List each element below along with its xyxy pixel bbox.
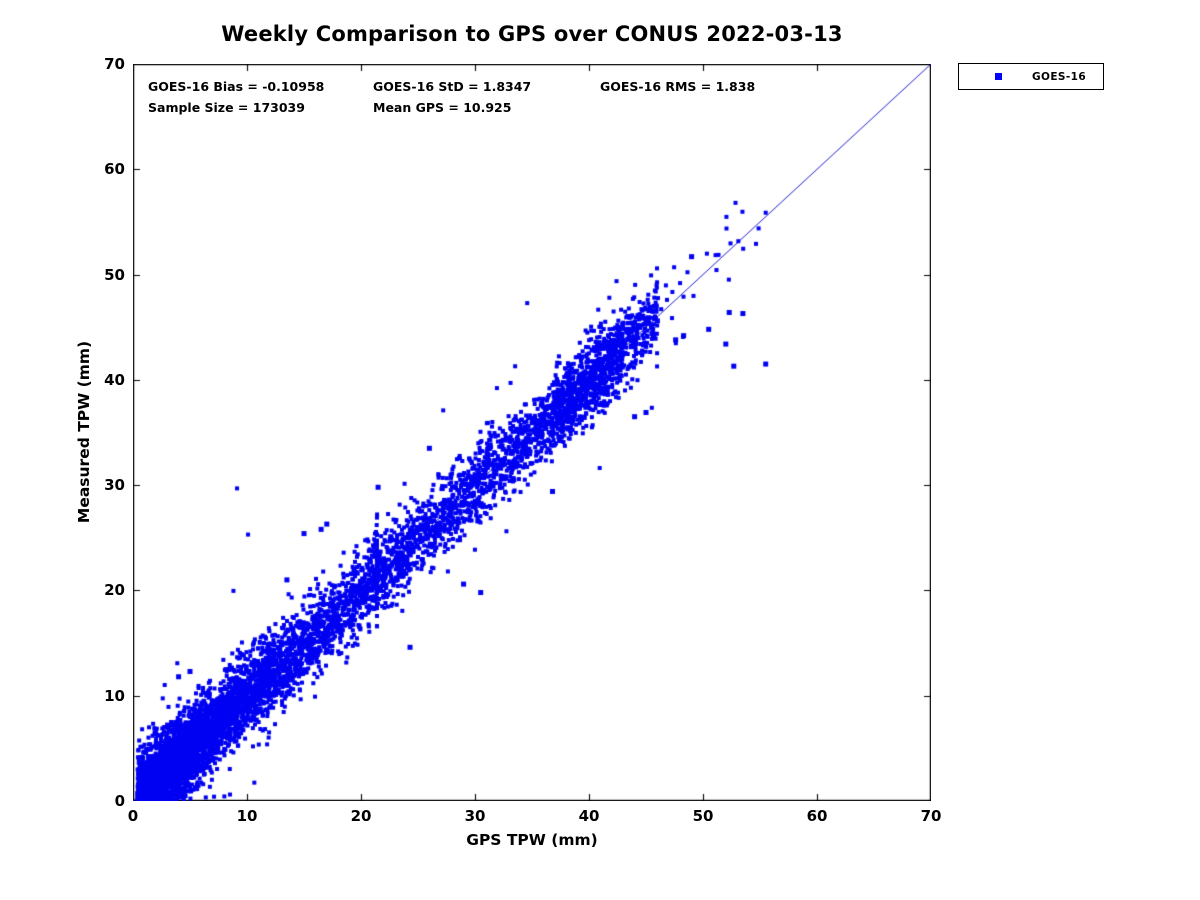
x-tick-label: 10: [236, 807, 258, 825]
x-tick-label: 20: [350, 807, 372, 825]
x-tick-label: 70: [920, 807, 942, 825]
y-tick-label: 70: [104, 55, 125, 73]
y-tick-label: 0: [114, 792, 125, 810]
y-tick-label: 30: [104, 476, 125, 495]
y-tick-label: 20: [104, 581, 125, 600]
x-tick-label: 60: [806, 807, 828, 825]
x-tick-label: 40: [578, 807, 600, 825]
y-tick-label: 60: [104, 160, 125, 179]
x-tick-label: 30: [464, 807, 486, 825]
legend: GOES-16: [958, 63, 1104, 90]
x-axis-label: GPS TPW (mm): [466, 831, 598, 849]
legend-square-marker-icon: [995, 73, 1002, 80]
x-tick-label: 0: [127, 807, 139, 825]
scatter-plot-canvas: [133, 64, 931, 801]
y-tick-label: 40: [104, 370, 125, 389]
chart-title: Weekly Comparison to GPS over CONUS 2022…: [221, 22, 843, 46]
y-axis-label: Measured TPW (mm): [75, 340, 93, 524]
y-tick-label: 10: [104, 686, 125, 705]
x-tick-label: 50: [692, 807, 714, 825]
y-tick-label: 50: [104, 265, 125, 284]
legend-series-label: GOES-16: [1032, 70, 1087, 83]
